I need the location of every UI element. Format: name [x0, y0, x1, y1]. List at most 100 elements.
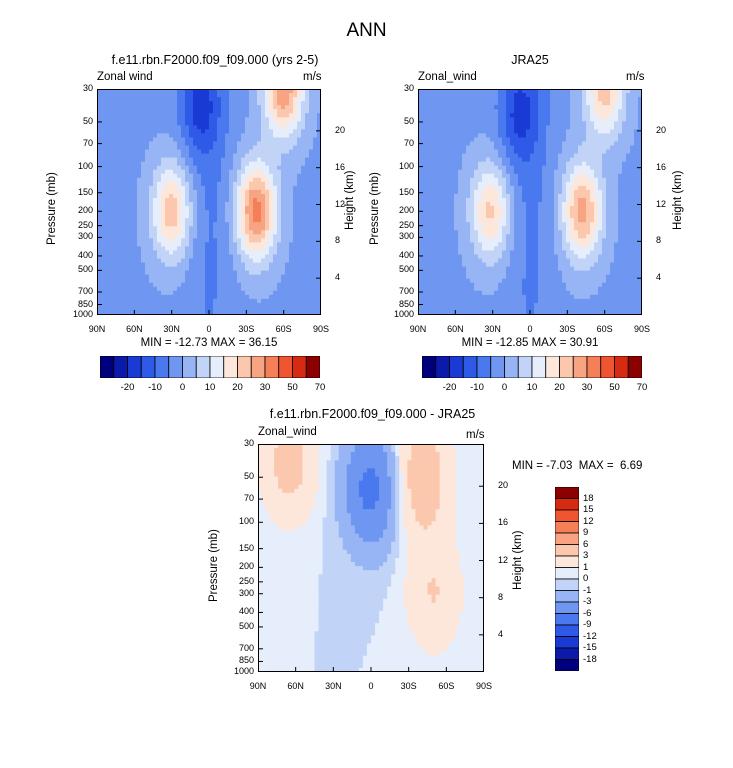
field-cell — [430, 202, 435, 207]
field-cell — [129, 214, 134, 219]
field-cell — [610, 197, 615, 203]
field-cell — [606, 157, 611, 163]
field-cell — [602, 197, 607, 203]
field-cell — [578, 125, 583, 130]
field-cell — [514, 165, 519, 171]
field-cell — [305, 93, 310, 98]
field-cell — [197, 185, 202, 191]
field-cell — [253, 258, 258, 264]
field-cell — [462, 210, 467, 215]
field-cell — [430, 153, 435, 159]
field-cell — [462, 197, 467, 203]
field-cell — [157, 298, 162, 304]
field-cell — [257, 258, 262, 264]
field-cell — [229, 298, 234, 304]
field-cell — [542, 125, 547, 130]
field-cell — [181, 117, 186, 122]
field-cell — [125, 282, 130, 288]
field-cell — [518, 105, 523, 110]
field-cell — [165, 262, 170, 268]
field-cell — [125, 246, 130, 252]
field-cell — [450, 93, 455, 98]
field-cell — [233, 294, 238, 300]
field-cell — [438, 181, 443, 187]
field-cell — [133, 177, 138, 183]
field-cell — [418, 197, 423, 203]
field-cell — [153, 266, 158, 272]
field-cell — [285, 157, 290, 163]
field-cell — [141, 298, 146, 304]
field-cell — [590, 185, 595, 191]
field-cell — [245, 157, 250, 163]
field-cell — [594, 133, 599, 139]
field-cell — [614, 93, 619, 98]
field-cell — [594, 189, 599, 195]
y-right-tick-label: 16 — [335, 161, 346, 172]
field-cell — [137, 153, 142, 159]
field-cell — [281, 141, 286, 147]
field-cell — [157, 97, 162, 102]
field-cell — [478, 206, 483, 211]
field-cell — [249, 125, 254, 130]
field-cell — [141, 97, 146, 102]
field-cell — [566, 189, 571, 195]
field-cell — [610, 121, 615, 126]
field-cell — [590, 113, 595, 118]
field-cell — [117, 193, 122, 199]
field-cell — [109, 117, 114, 122]
field-cell — [153, 306, 158, 312]
field-cell — [205, 137, 210, 143]
field-cell — [185, 238, 190, 243]
field-cell — [301, 226, 306, 231]
field-cell — [602, 133, 607, 139]
field-cell — [109, 226, 114, 231]
field-cell — [313, 93, 318, 98]
field-cell — [229, 177, 234, 183]
field-cell — [454, 125, 459, 130]
field-cell — [213, 306, 218, 312]
field-cell — [554, 117, 559, 122]
field-cell — [526, 117, 531, 122]
field-cell — [494, 193, 499, 199]
field-cell — [582, 161, 587, 167]
field-cell — [193, 242, 198, 247]
field-cell — [490, 93, 495, 98]
field-cell — [261, 278, 266, 284]
field-cell — [181, 173, 186, 179]
field-cell — [101, 310, 106, 315]
field-cell — [149, 234, 154, 239]
field-cell — [217, 278, 222, 284]
field-cell — [217, 101, 222, 106]
field-cell — [185, 141, 190, 147]
field-cell — [434, 153, 439, 159]
field-cell — [418, 133, 423, 139]
field-cell — [594, 185, 599, 191]
field-cell — [261, 290, 266, 296]
field-cell — [574, 161, 579, 167]
field-cell — [237, 133, 242, 139]
field-cell — [105, 121, 110, 126]
field-cell — [193, 270, 198, 276]
field-cell — [101, 189, 106, 195]
field-cell — [157, 165, 162, 171]
field-cell — [618, 193, 623, 199]
field-cell — [181, 294, 186, 300]
field-cell — [213, 214, 218, 219]
field-cell — [490, 214, 495, 219]
field-cell — [634, 149, 639, 155]
field-cell — [293, 258, 298, 264]
field-cell — [426, 117, 431, 122]
field-cell — [558, 185, 563, 191]
field-cell — [241, 226, 246, 231]
field-cell — [566, 181, 571, 187]
field-cell — [221, 254, 226, 260]
field-cell — [149, 169, 154, 175]
field-cell — [598, 97, 603, 102]
field-cell — [117, 185, 122, 191]
field-cell — [225, 254, 230, 260]
field-cell — [506, 137, 511, 143]
field-cell — [121, 278, 126, 284]
field-cell — [317, 125, 321, 130]
field-cell — [221, 242, 226, 247]
field-cell — [498, 193, 503, 199]
